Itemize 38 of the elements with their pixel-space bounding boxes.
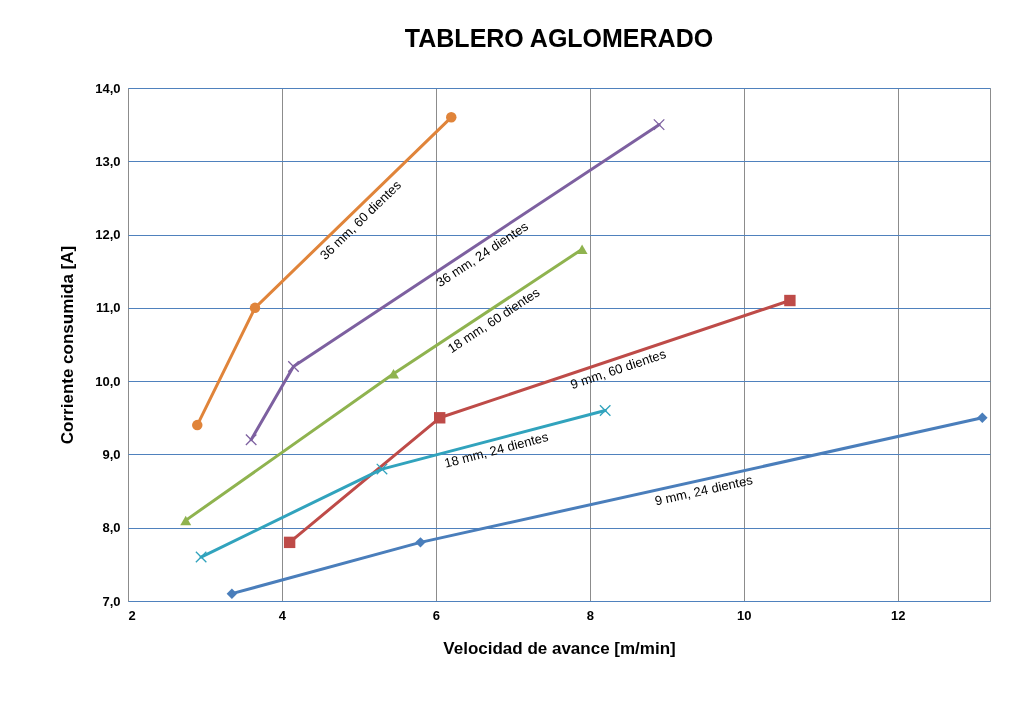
point [446, 112, 457, 123]
x-tick-label: 8 [586, 607, 594, 623]
point [784, 294, 796, 307]
x-tick-label: 12 [890, 607, 906, 623]
chart-title: TABLERO AGLOMERADO [404, 24, 714, 52]
point [245, 433, 258, 446]
point [192, 419, 203, 431]
x-tick-label: 4 [278, 607, 287, 623]
point [576, 244, 588, 254]
y-tick-label: 12,0 [95, 227, 121, 243]
x-axis-title: Velocidad de avance [m/min] [443, 638, 676, 658]
y-axis-title: Corriente consumida [A] [58, 245, 78, 445]
text: 9 mm, 24 dientes [653, 472, 755, 509]
point [249, 302, 261, 314]
point [376, 463, 388, 475]
point [195, 551, 208, 563]
y-tick-label: 9,0 [102, 446, 121, 462]
y-tick-label: 7,0 [102, 593, 121, 609]
y-tick-label: 8,0 [102, 520, 121, 536]
point [287, 360, 300, 373]
x-tick-label: 6 [432, 607, 440, 623]
y-tick-label: 13,0 [95, 153, 121, 169]
text: 9 mm, 60 dientes [568, 346, 669, 393]
y-tick-label: 10,0 [95, 373, 121, 389]
y-tick-label: 14,0 [95, 80, 121, 96]
point [388, 369, 399, 379]
point [434, 412, 446, 424]
point [226, 588, 238, 599]
x-tick-label: 2 [128, 607, 136, 623]
text: 18 mm, 24 dientes [442, 428, 551, 471]
point [283, 536, 296, 549]
point [415, 537, 426, 548]
point [653, 118, 665, 131]
point [977, 412, 988, 424]
y-tick-label: 11,0 [95, 300, 121, 316]
point [180, 515, 192, 526]
x-tick-label: 10 [736, 607, 752, 623]
point [599, 404, 612, 417]
